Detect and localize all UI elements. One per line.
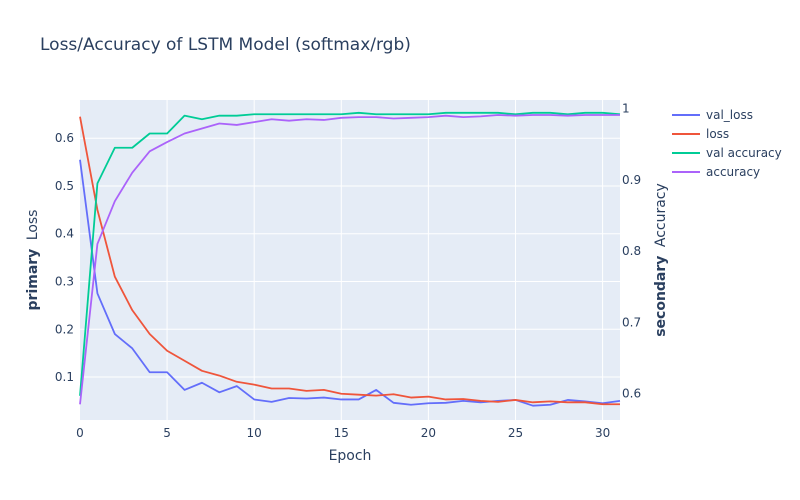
legend-label-val-accuracy: val accuracy [706,146,782,160]
primary-y-tick-label: 0.6 [55,131,74,145]
series-line-val-accuracy [79,111,621,396]
chart-title: Loss/Accuracy of LSTM Model (softmax/rgb… [40,35,411,55]
series-line-val_loss [79,159,621,407]
x-tick-label: 20 [421,426,436,440]
x-tick-label: 15 [334,426,349,440]
legend-label-val_loss: val_loss [706,108,753,122]
primary-y-tick-label: 0.3 [55,274,74,288]
secondary-y-tick-label: 1 [622,102,630,116]
secondary-y-tick-label: 0.9 [622,173,641,187]
series-layer [79,111,621,407]
series-line-accuracy [79,114,620,405]
secondary-y-tick-label: 0.7 [622,315,641,329]
plot-area [80,100,620,420]
primary-y-tick-label: 0.5 [55,179,74,193]
x-tick-label: 5 [163,426,171,440]
secondary-axis-title: secondary Accuracy [653,183,669,337]
secondary-y-tick-label: 0.6 [622,387,641,401]
primary-axis-title: primary Loss [25,210,41,311]
primary-y-tick-label: 0.2 [55,322,74,336]
primary-axis-title-text: Loss [25,210,41,241]
grid-lines [80,100,620,420]
x-axis-title: Epoch [329,448,372,464]
series-line-loss [79,116,620,406]
primary-y-tick-label: 0.1 [55,370,74,384]
legend-label-loss: loss [706,127,729,141]
x-tick-label: 30 [595,426,610,440]
legend-label-accuracy: accuracy [706,165,760,179]
primary-y-tick-label: 0.4 [55,227,74,241]
primary-axis-title-bold: primary [25,249,41,311]
x-tick-label: 0 [76,426,84,440]
secondary-y-tick-label: 0.8 [622,244,641,258]
tick-labels: 0 5 10 15 20 25 30 0.1 0.2 0.3 0.4 0.5 0.6 0.6 0.7 0.8 0… [55,102,641,440]
secondary-axis-title-text: Accuracy [653,183,669,247]
x-tick-label: 25 [508,426,523,440]
x-tick-label: 10 [247,426,262,440]
secondary-axis-title-bold: secondary [653,256,669,337]
